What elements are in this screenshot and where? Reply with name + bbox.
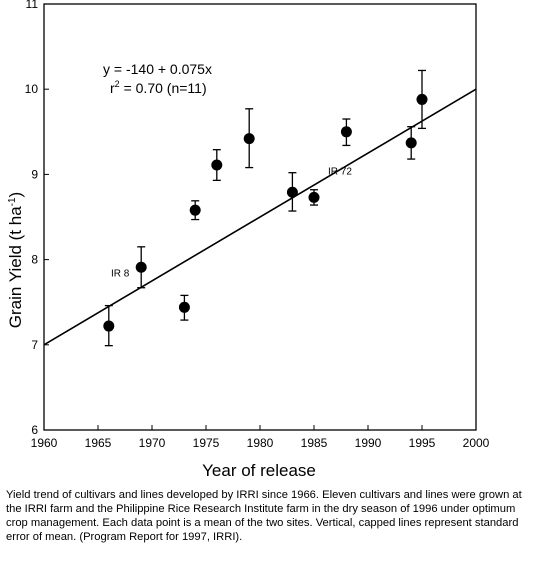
data-points xyxy=(103,69,428,347)
r-squared-superscript: 2 xyxy=(115,79,120,89)
data-point xyxy=(178,294,190,321)
data-point xyxy=(286,172,298,212)
data-point xyxy=(211,149,223,182)
x-axis-title: Year of release xyxy=(202,461,316,480)
point-marker xyxy=(178,301,190,313)
x-tick-label: 1990 xyxy=(355,436,382,450)
point-marker xyxy=(243,133,255,145)
y-tick-label: 11 xyxy=(26,0,39,11)
data-point xyxy=(243,108,255,169)
data-point xyxy=(340,118,352,147)
point-marker xyxy=(340,126,352,138)
r-symbol: r xyxy=(110,80,115,96)
x-tick-label: 1975 xyxy=(193,436,220,450)
x-tick-label: 1985 xyxy=(301,436,328,450)
x-tick-label: 1980 xyxy=(247,436,274,450)
point-label: IR 72 xyxy=(328,166,352,177)
y-axis-title-superscript: -1 xyxy=(7,197,18,206)
point-marker xyxy=(308,191,320,203)
r-squared-value: = 0.70 (n=11) xyxy=(120,80,207,96)
trend-line xyxy=(43,88,477,346)
data-point xyxy=(416,69,428,130)
y-tick-label: 9 xyxy=(31,167,38,181)
point-label: IR 8 xyxy=(111,269,130,280)
point-labels: IR 8 IR 72 xyxy=(111,166,352,279)
r-squared-annotation: r2 = 0.70 (n=11) xyxy=(110,79,207,96)
x-tick-label: 1995 xyxy=(409,436,436,450)
point-marker xyxy=(211,159,223,171)
y-tick-label: 10 xyxy=(25,82,39,96)
x-tick-label: 1970 xyxy=(139,436,166,450)
x-axis: 1960 1965 1970 1975 1980 1985 1990 1995 2000 xyxy=(31,425,490,450)
grain-yield-chart: 1960 1965 1970 1975 1980 1985 1990 1995 2000 6 7 8… xyxy=(6,0,490,480)
x-tick-label: 1960 xyxy=(31,436,58,450)
data-point xyxy=(189,200,201,221)
data-point xyxy=(308,189,320,206)
y-tick-label: 8 xyxy=(31,253,38,267)
data-point xyxy=(405,126,417,160)
y-tick-label: 6 xyxy=(31,423,38,437)
y-axis-title: Grain Yield (t ha-1) xyxy=(6,192,25,328)
point-marker xyxy=(405,137,417,149)
data-point xyxy=(103,304,115,347)
point-marker xyxy=(189,204,201,216)
x-tick-label: 1965 xyxy=(85,436,112,450)
point-marker xyxy=(416,93,428,105)
figure-caption: Yield trend of cultivars and lines devel… xyxy=(6,489,522,543)
point-marker xyxy=(103,320,115,332)
regression-equation: y = -140 + 0.075x xyxy=(103,61,212,77)
x-tick-label: 2000 xyxy=(463,436,490,450)
point-marker xyxy=(135,261,147,273)
point-marker xyxy=(286,186,298,198)
y-tick-label: 7 xyxy=(31,338,38,352)
data-point xyxy=(135,246,147,289)
y-axis-title-close: ) xyxy=(6,192,25,198)
y-axis-title-text: Grain Yield (t ha xyxy=(6,206,25,328)
y-axis: 6 7 8 9 10 11 xyxy=(25,0,49,437)
